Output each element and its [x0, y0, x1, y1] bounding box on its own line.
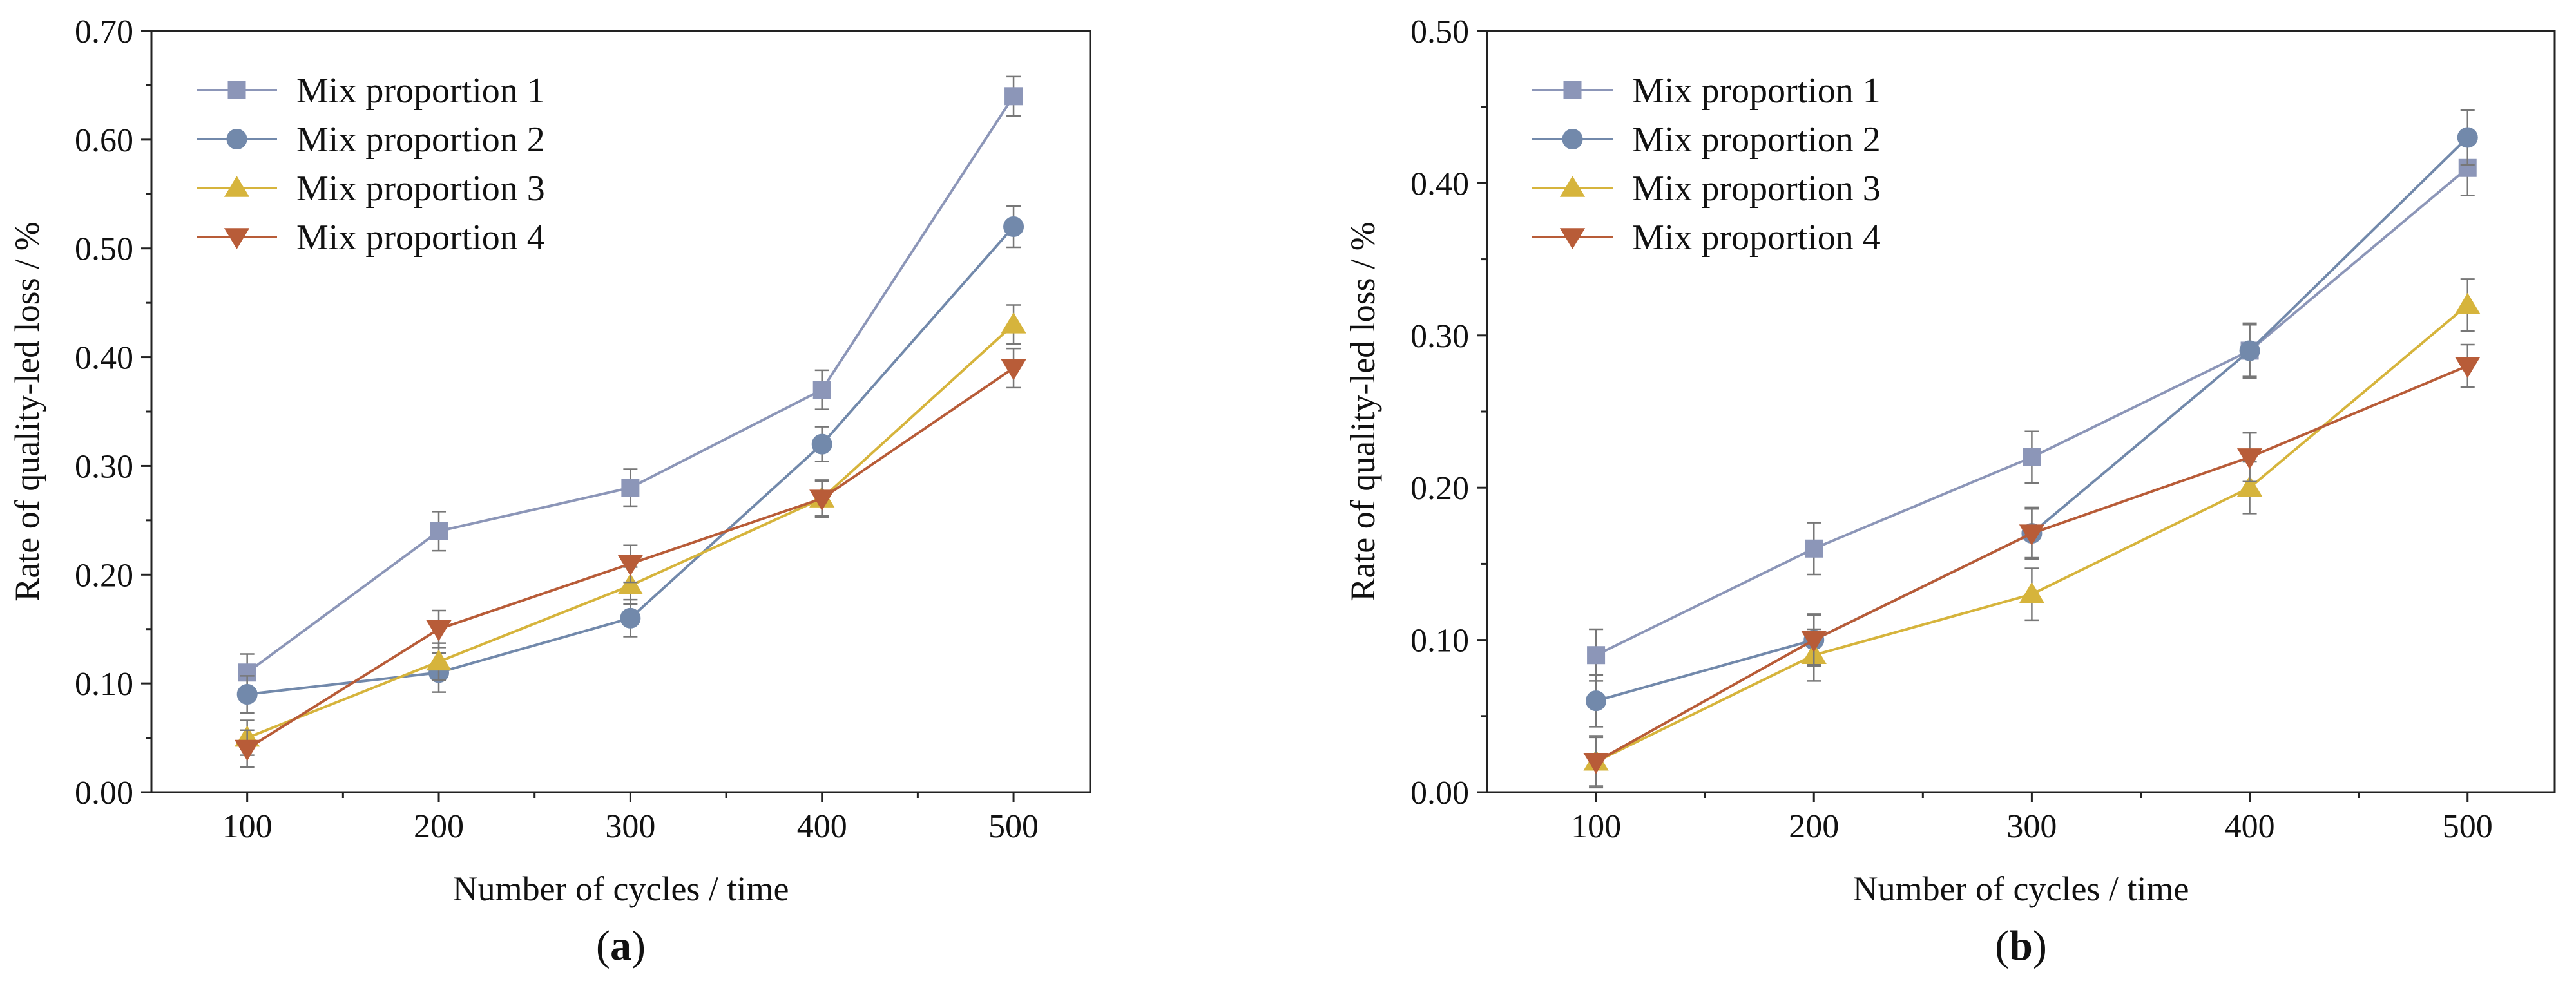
data-point [617, 573, 643, 594]
data-point [2239, 340, 2260, 361]
data-point [2455, 357, 2481, 379]
panel-label-letter: b [2009, 922, 2033, 969]
data-point [1587, 646, 1606, 665]
data-point [2023, 448, 2041, 466]
panel-label: (b) [1995, 922, 2047, 969]
y-tick-label: 0.10 [75, 666, 133, 703]
data-point [812, 381, 831, 399]
data-point [1001, 312, 1026, 334]
y-tick-label: 0.00 [1410, 775, 1469, 812]
y-tick-label: 0.60 [75, 122, 133, 159]
data-point [2019, 524, 2045, 546]
y-tick-label: 0.10 [1410, 623, 1469, 660]
data-point [426, 649, 452, 671]
y-tick-label: 0.50 [75, 231, 133, 268]
data-point [1801, 631, 1827, 652]
y-tick-label: 0.70 [75, 14, 133, 50]
data-point [809, 489, 835, 511]
y-axis-title: Rate of quality-led loss / % [1343, 222, 1382, 601]
legend: Mix proportion 1 Mix proportion 2 Mix prop… [1532, 71, 1881, 258]
y-tick-label: 0.30 [1410, 318, 1469, 355]
y-axis-title: Rate of quality-led loss / % [8, 222, 46, 601]
x-tick-label: 400 [797, 808, 847, 845]
x-axis-title: Number of cycles / time [453, 869, 789, 908]
series-4 [1583, 343, 2481, 789]
x-tick-label: 400 [2225, 808, 2275, 845]
panel-label-close: ) [2033, 922, 2047, 969]
y-tick-label: 0.00 [75, 775, 133, 812]
legend-marker [227, 81, 246, 99]
y-tick-label: 0.20 [75, 557, 133, 594]
y-tick-label: 0.20 [1410, 470, 1469, 507]
panel-label-open: ( [1995, 922, 2009, 969]
data-point [2455, 292, 2481, 314]
x-tick-label: 300 [2006, 808, 2057, 845]
data-point [1586, 690, 1607, 712]
data-point [1001, 359, 1026, 381]
x-tick-label: 100 [1571, 808, 1621, 845]
series-2 [236, 205, 1024, 714]
chart-panel-a: 0.00 0.10 0.20 0.30 0.40 0.50 0.60 0.70 100 200 30… [8, 14, 1091, 969]
legend-marker [224, 228, 250, 249]
legend-label: Mix proportion 3 [1632, 169, 1881, 209]
data-point [426, 620, 452, 641]
data-point [1004, 87, 1023, 106]
data-point [2236, 475, 2263, 497]
panel-label-letter: a [610, 922, 631, 969]
data-point [811, 433, 832, 455]
panel-label: (a) [596, 922, 646, 969]
data-point [2019, 582, 2045, 603]
legend-label: Mix proportion 1 [296, 71, 545, 111]
data-point [430, 522, 448, 540]
data-point [1003, 216, 1024, 237]
x-tick-label: 300 [605, 808, 655, 845]
legend-marker [1563, 81, 1582, 99]
legend-label: Mix proportion 1 [1632, 71, 1881, 111]
data-point [235, 739, 260, 761]
data-point [1805, 539, 1823, 558]
x-tick-label: 200 [1789, 808, 1839, 845]
legend-marker [224, 176, 250, 197]
legend-label: Mix proportion 2 [1632, 120, 1881, 160]
data-point [620, 607, 641, 629]
x-tick-label: 500 [2443, 808, 2493, 845]
series-4 [235, 347, 1026, 768]
x-tick-label: 200 [414, 808, 464, 845]
x-tick-label: 100 [222, 808, 273, 845]
y-tick-label: 0.40 [75, 340, 133, 377]
chart-panel-b: 0.00 0.10 0.20 0.30 0.40 0.50 100 200 300 400 500 N… [1343, 14, 2556, 969]
x-tick-label: 500 [988, 808, 1039, 845]
y-tick-label: 0.50 [1410, 14, 1469, 50]
y-tick-label: 0.40 [1410, 166, 1469, 202]
legend-label: Mix proportion 4 [1632, 218, 1881, 258]
legend-marker [1562, 129, 1583, 149]
series-1 [238, 75, 1023, 692]
legend-label: Mix proportion 4 [296, 218, 545, 258]
data-point [621, 479, 640, 497]
legend-label: Mix proportion 3 [296, 169, 545, 209]
legend-marker [226, 129, 247, 149]
data-point [2457, 127, 2478, 148]
legend-label: Mix proportion 2 [296, 120, 545, 160]
legend: Mix proportion 1 Mix proportion 2 Mix prop… [197, 71, 545, 258]
panel-label-open: ( [596, 922, 610, 969]
x-axis-title: Number of cycles / time [1853, 869, 2189, 908]
series-line [1595, 365, 2468, 763]
data-point [1583, 752, 1609, 774]
legend-marker [1559, 176, 1586, 197]
data-point [617, 555, 643, 576]
data-point [236, 684, 258, 705]
panel-label-close: ) [631, 922, 646, 969]
data-point [2236, 448, 2263, 470]
legend-marker [1559, 228, 1586, 249]
y-tick-label: 0.30 [75, 448, 133, 485]
series-3 [235, 304, 1026, 756]
